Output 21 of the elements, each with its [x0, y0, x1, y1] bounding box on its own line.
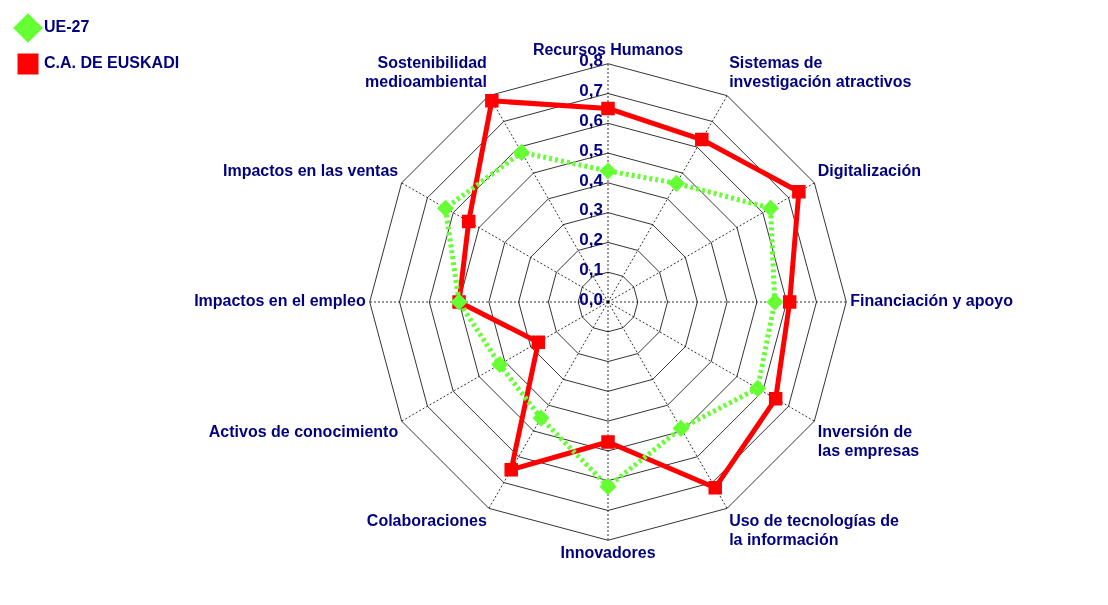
y-tick-label: 0,3 [579, 200, 603, 220]
spoke-label: Impactos en el empleo [194, 292, 366, 310]
y-tick-label: 0,1 [579, 259, 603, 279]
y-tick-label: 0,0 [579, 289, 603, 309]
y-tick-label: 0,7 [579, 81, 603, 101]
y-tick-label: 0,4 [579, 170, 604, 190]
legend-label: C.A. DE EUSKADI [44, 54, 180, 72]
legend-label: UE-27 [44, 18, 90, 36]
spoke-label: Sistemas de investigación atractivos [729, 53, 912, 90]
spoke-label: Impactos en las ventas [223, 161, 399, 179]
spoke-label: Digitalización [817, 161, 921, 179]
spoke-label: Uso de tecnologías de la información [729, 511, 900, 549]
spoke-label: Inversión de las empresas [817, 423, 920, 460]
y-tick-label: 0,6 [579, 110, 603, 130]
y-tick-label: 0,5 [579, 140, 603, 160]
spoke-label: Activos de conocimiento [208, 423, 399, 441]
spoke-label: Sostenibilidad medioambiental [365, 53, 487, 90]
y-tick-label: 0,2 [579, 230, 603, 250]
spoke-label: Innovadores [560, 544, 656, 562]
spoke-label: Financiación y apoyo [850, 292, 1014, 310]
spoke-label: Colaboraciones [366, 511, 487, 529]
